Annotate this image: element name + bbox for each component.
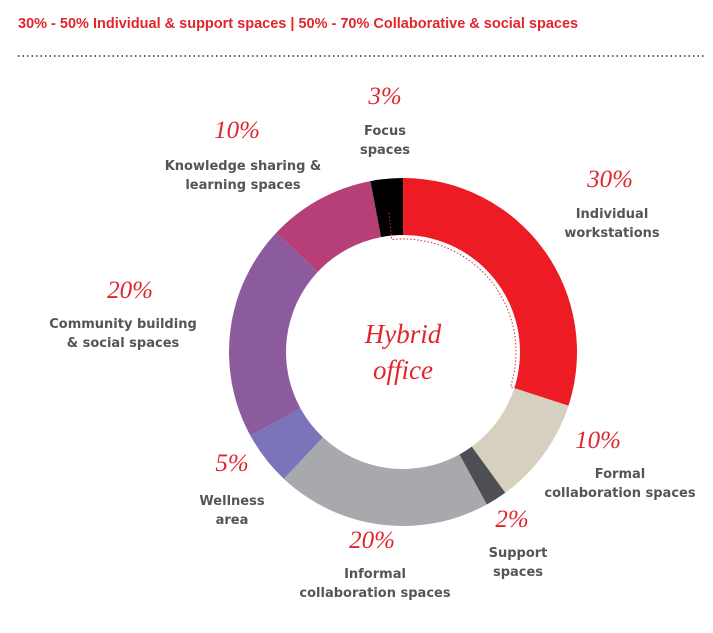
- donut-segment: [250, 408, 323, 479]
- header-title: 30% - 50% Individual & support spaces | …: [18, 16, 578, 32]
- donut-segment: [276, 181, 382, 272]
- donut-segment: [459, 446, 506, 505]
- value-label: 20%: [349, 527, 395, 554]
- category-label: Wellness area: [199, 494, 264, 528]
- value-label: 3%: [367, 83, 401, 110]
- donut-segment: [229, 232, 318, 436]
- category-label: Formal collaboration spaces: [544, 467, 695, 501]
- category-label: Knowledge sharing & learning spaces: [165, 159, 322, 193]
- donut-segment: [283, 437, 487, 526]
- category-label: Community building & social spaces: [49, 317, 197, 351]
- category-label: Informal collaboration spaces: [299, 567, 450, 601]
- donut-segment: [370, 178, 403, 238]
- bracket: [388, 212, 517, 389]
- category-label: Support spaces: [489, 546, 548, 580]
- donut-segment: [403, 178, 577, 406]
- donut-segment: [471, 388, 569, 493]
- value-label: 30%: [586, 166, 633, 193]
- category-label: Focus spaces: [360, 124, 410, 158]
- value-label: 5%: [215, 450, 248, 477]
- center-label: Hybrid office: [364, 319, 442, 385]
- value-label: 2%: [495, 506, 528, 533]
- value-label: 20%: [107, 277, 153, 304]
- category-label: Individual workstations: [564, 207, 660, 241]
- value-label: 10%: [214, 117, 260, 144]
- value-label: 10%: [575, 427, 621, 454]
